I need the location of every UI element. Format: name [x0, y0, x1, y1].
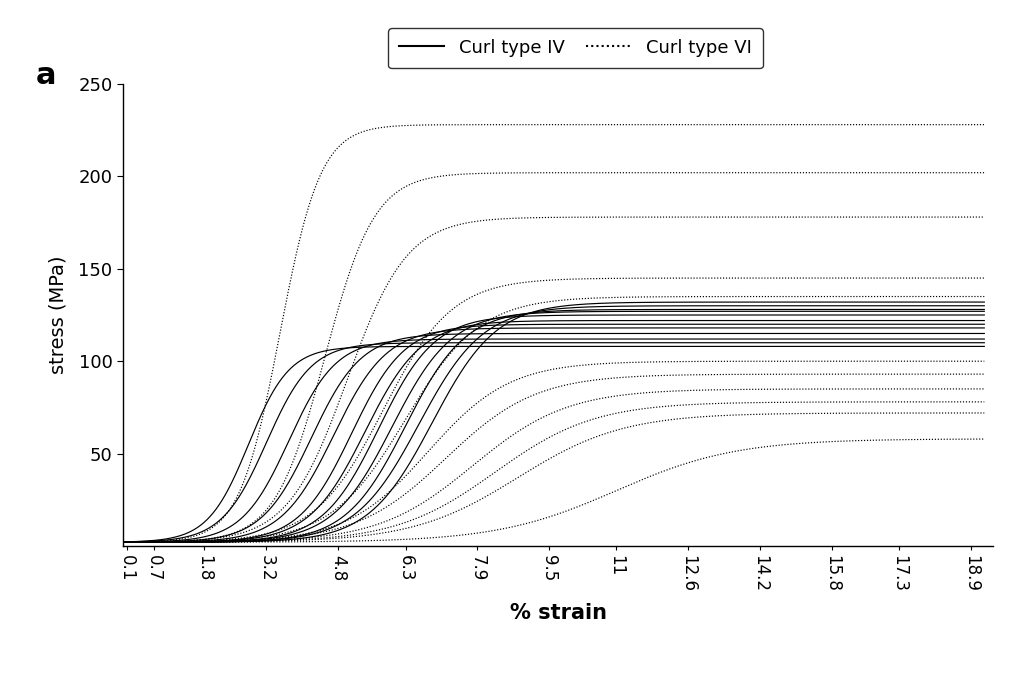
Y-axis label: stress (MPa): stress (MPa): [48, 256, 68, 374]
Text: a: a: [36, 61, 56, 90]
Legend: Curl type IV, Curl type VI: Curl type IV, Curl type VI: [388, 28, 763, 69]
X-axis label: % strain: % strain: [510, 603, 606, 623]
